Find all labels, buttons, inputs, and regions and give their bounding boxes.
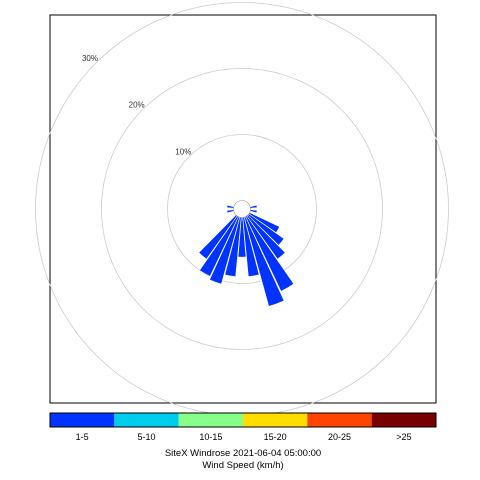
ring-20 (101, 68, 383, 350)
legend-label-1: 5-10 (137, 432, 155, 442)
legend-swatch-5 (371, 413, 436, 427)
legend-label-3: 15-20 (264, 432, 287, 442)
ring-label-20: 20% (129, 101, 145, 110)
legend-swatch-4 (307, 413, 372, 427)
legend-swatch-2 (178, 413, 243, 427)
legend-title: Wind Speed (km/h) (202, 460, 283, 471)
ring-label-30: 30% (82, 54, 98, 63)
legend-label-0: 1-5 (76, 432, 89, 442)
ring-label-10: 10% (175, 147, 191, 156)
direction-petals (198, 204, 295, 307)
ring-10 (167, 134, 317, 284)
calm-circle (233, 200, 251, 218)
legend-swatch-1 (114, 413, 179, 427)
speed-legend: 1-5 5-10 10-15 15-20 20-25 >25 (49, 412, 437, 442)
legend-swatch-3 (243, 413, 308, 427)
legend-label-4: 20-25 (328, 432, 351, 442)
legend-label-5: >25 (396, 432, 411, 442)
legend-label-2: 10-15 (199, 432, 222, 442)
chart-title: SiteX Windrose 2021-06-04 05:00:00 (165, 448, 321, 459)
legend-swatch-0 (50, 413, 115, 427)
legend-frame (49, 412, 437, 428)
